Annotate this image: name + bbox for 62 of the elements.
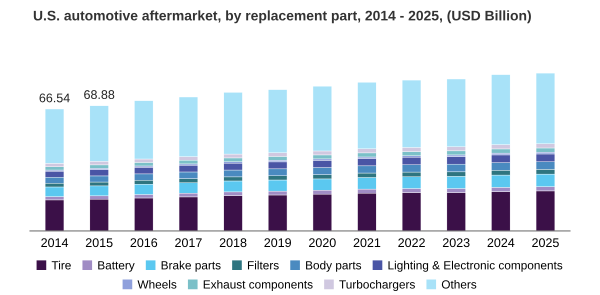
x-tick-label: 2020: [309, 238, 336, 248]
x-tick-label: 2014: [41, 238, 68, 248]
bar: [223, 180, 243, 192]
bar: [268, 194, 288, 231]
bar: [44, 200, 64, 231]
bar: [312, 154, 332, 160]
x-tick-label: 2019: [264, 238, 291, 248]
legend-label: Battery: [98, 261, 135, 272]
bar: [268, 180, 288, 192]
bar: [491, 74, 510, 145]
x-tick-label: 2021: [354, 238, 380, 248]
bar: [357, 177, 377, 190]
bar: [491, 174, 510, 188]
x-tick-label: 2025: [532, 238, 559, 248]
bar: [268, 89, 288, 153]
x-tick-label: 2017: [175, 238, 202, 248]
bar: [446, 150, 466, 156]
bar: [402, 80, 422, 148]
bar: [223, 195, 243, 231]
bar: [90, 199, 109, 231]
bar: [402, 176, 422, 189]
bar: [446, 78, 466, 147]
bar: [491, 191, 510, 231]
bar: [536, 174, 556, 187]
bar: [134, 100, 154, 160]
bar: [178, 196, 198, 231]
legend-label: Filters: [248, 260, 279, 270]
bar: [134, 198, 154, 231]
legend-label: Wheels: [138, 280, 176, 289]
bar: [357, 82, 377, 149]
bar: [402, 192, 422, 231]
x-tick-label: 2016: [130, 238, 158, 248]
bar: [178, 182, 198, 194]
bar: [312, 194, 332, 231]
bar: [44, 108, 64, 164]
legend-label: Turbochargers: [339, 280, 415, 291]
bar: [446, 176, 466, 189]
bar: [536, 190, 556, 231]
legend-label: Others: [442, 280, 476, 289]
annotation: 68.88: [84, 90, 114, 100]
legend-label: Brake parts: [162, 260, 221, 272]
bar: [44, 186, 64, 197]
x-tick-label: 2018: [220, 238, 246, 248]
legend-label: Tire: [52, 260, 71, 270]
chart-title: U.S. automotive aftermarket, by replacement part, 2014 - 2025, (USD Billion): [34, 10, 531, 24]
x-tick-label: 2015: [86, 238, 113, 248]
bar: [312, 178, 332, 190]
bar: [446, 192, 466, 231]
x-tick-label: 2024: [488, 238, 514, 248]
bar: [134, 184, 154, 195]
annotation: 66.54: [40, 93, 70, 102]
bar: [90, 186, 109, 196]
bar: [90, 105, 109, 162]
bar: [223, 92, 243, 154]
legend-label: Exhaust components: [204, 280, 313, 291]
x-tick-label: 2022: [398, 238, 425, 248]
x-tick-label: 2023: [442, 238, 470, 248]
bar: [178, 96, 198, 157]
legend-label: Lighting & Electronic components: [388, 260, 562, 272]
bar: [312, 86, 332, 152]
legend-label: Body parts: [306, 260, 362, 272]
bar: [357, 193, 377, 231]
